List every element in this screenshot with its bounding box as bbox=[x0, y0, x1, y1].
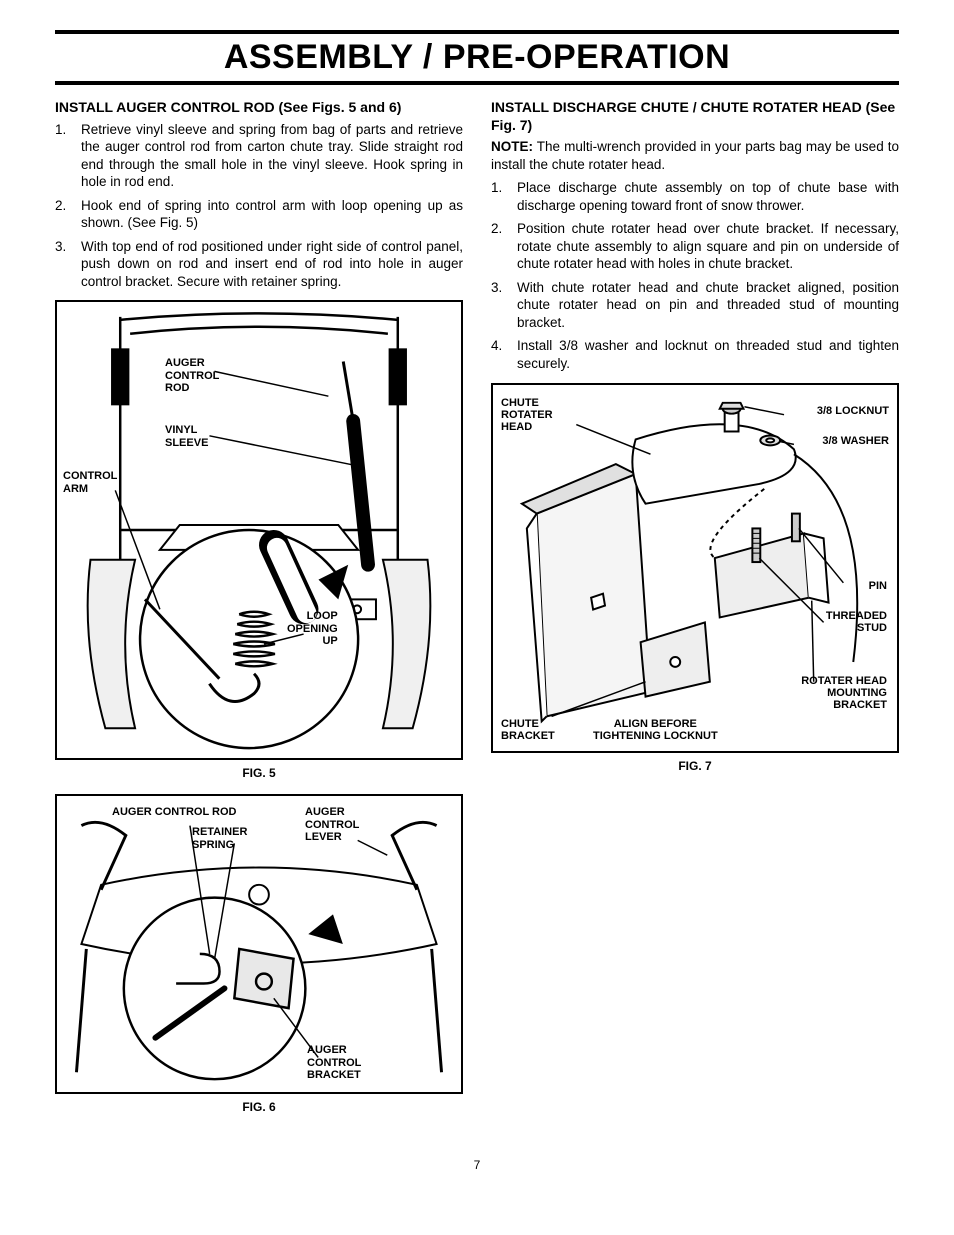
right-note: NOTE: The multi-wrench provided in your … bbox=[491, 138, 899, 173]
figure-6-svg bbox=[57, 796, 461, 1092]
fig5-label-auger-control-rod: AUGER CONTROL ROD bbox=[165, 357, 219, 393]
right-heading: INSTALL DISCHARGE CHUTE / CHUTE ROTATER … bbox=[491, 99, 899, 134]
right-column: INSTALL DISCHARGE CHUTE / CHUTE ROTATER … bbox=[491, 99, 899, 1128]
content-columns: INSTALL AUGER CONTROL ROD (See Figs. 5 a… bbox=[55, 99, 899, 1128]
figure-6-box: AUGER CONTROL ROD RETAINER SPRING AUGER … bbox=[55, 794, 463, 1094]
fig7-caption: FIG. 7 bbox=[491, 759, 899, 773]
left-heading: INSTALL AUGER CONTROL ROD (See Figs. 5 a… bbox=[55, 99, 463, 117]
fig6-label-retainer-spring: RETAINER SPRING bbox=[192, 826, 247, 850]
left-step-1: Retrieve vinyl sleeve and spring from ba… bbox=[55, 121, 463, 191]
fig5-label-vinyl-sleeve: VINYL SLEEVE bbox=[165, 424, 208, 448]
left-step-2: Hook end of spring into control arm with… bbox=[55, 197, 463, 232]
title-rule-top bbox=[55, 30, 899, 34]
fig5-caption: FIG. 5 bbox=[55, 766, 463, 780]
page-title: ASSEMBLY / PRE-OPERATION bbox=[55, 36, 899, 79]
left-column: INSTALL AUGER CONTROL ROD (See Figs. 5 a… bbox=[55, 99, 463, 1128]
note-text: The multi-wrench provided in your parts … bbox=[491, 139, 899, 172]
title-rule-bottom bbox=[55, 81, 899, 85]
right-step-3: With chute rotater head and chute bracke… bbox=[491, 279, 899, 332]
figure-7-box: CHUTE ROTATER HEAD 3/8 LOCKNUT 3/8 WASHE… bbox=[491, 383, 899, 753]
page-number: 7 bbox=[55, 1158, 899, 1172]
fig7-label-pin: PIN bbox=[869, 580, 887, 592]
fig6-caption: FIG. 6 bbox=[55, 1100, 463, 1114]
figure-5-svg bbox=[57, 302, 461, 758]
fig6-label-auger-control-lever: AUGER CONTROL LEVER bbox=[305, 806, 359, 842]
fig7-label-chute-bracket: CHUTE BRACKET bbox=[501, 718, 555, 742]
note-label: NOTE: bbox=[491, 139, 533, 154]
right-step-4: Install 3/8 washer and locknut on thread… bbox=[491, 337, 899, 372]
figure-5-box: AUGER CONTROL ROD VINYL SLEEVE CONTROL A… bbox=[55, 300, 463, 760]
fig7-label-align-before: ALIGN BEFORE TIGHTENING LOCKNUT bbox=[593, 718, 718, 742]
fig7-label-locknut: 3/8 LOCKNUT bbox=[817, 405, 889, 417]
fig7-label-washer: 3/8 WASHER bbox=[822, 435, 889, 447]
left-step-3: With top end of rod positioned under rig… bbox=[55, 238, 463, 291]
right-step-1: Place discharge chute assembly on top of… bbox=[491, 179, 899, 214]
fig7-label-chute-rotater-head: CHUTE ROTATER HEAD bbox=[501, 397, 553, 433]
fig6-label-auger-control-bracket: AUGER CONTROL BRACKET bbox=[307, 1044, 361, 1080]
fig7-label-rotater-head-mounting-bracket: ROTATER HEAD MOUNTING BRACKET bbox=[801, 675, 887, 711]
left-steps: Retrieve vinyl sleeve and spring from ba… bbox=[55, 121, 463, 291]
right-step-2: Position chute rotater head over chute b… bbox=[491, 220, 899, 273]
fig5-label-loop-opening-up: LOOP OPENING UP bbox=[287, 610, 338, 646]
fig7-label-threaded-stud: THREADED STUD bbox=[826, 610, 887, 634]
right-steps: Place discharge chute assembly on top of… bbox=[491, 179, 899, 372]
fig6-label-auger-control-rod: AUGER CONTROL ROD bbox=[112, 806, 236, 818]
fig5-label-control-arm: CONTROL ARM bbox=[63, 470, 117, 494]
